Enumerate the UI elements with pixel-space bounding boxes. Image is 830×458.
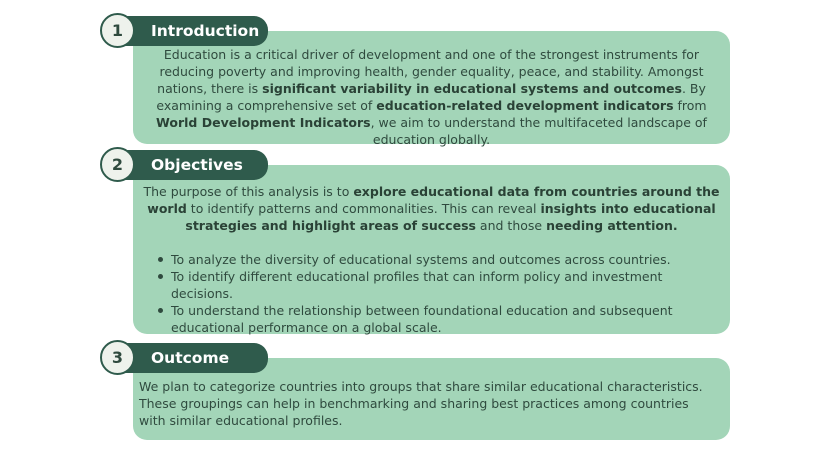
text-span: The purpose of this analysis is to (143, 184, 354, 199)
bold-text: World Development Indicators (156, 115, 371, 130)
section-title-outcome: Outcome (120, 343, 268, 373)
text-span: Education is a critical driver of develo… (157, 47, 704, 96)
introduction-text: Education is a critical driver of develo… (143, 46, 720, 148)
list-item: To understand the relationship between f… (158, 302, 720, 336)
text-span: from (673, 98, 707, 113)
section-number-badge: 1 (100, 13, 135, 48)
list-item: To analyze the diversity of educational … (158, 251, 720, 268)
text-span: . By examining a comprehensive set of (156, 81, 706, 113)
bold-text: needing attention. (546, 218, 678, 233)
bold-text: significant variability in educational s… (262, 81, 682, 96)
objectives-card: The purpose of this analysis is to explo… (133, 165, 730, 336)
section-title-introduction: Introduction (120, 16, 268, 46)
objectives-text: The purpose of this analysis is to explo… (143, 183, 720, 234)
bold-text: education-related development indicators (376, 98, 674, 113)
bold-text: insights into educational strategies and… (185, 201, 716, 233)
outcome-card: We plan to categorize countries into gro… (133, 358, 730, 440)
text-span: , we aim to understand the multifaceted … (370, 115, 707, 147)
bold-text: explore educational data from countries … (147, 184, 720, 216)
introduction-card: Education is a critical driver of develo… (133, 31, 730, 147)
list-item: To identify different educational profil… (158, 268, 720, 302)
text-span: and those (475, 218, 547, 233)
text-span: to identify patterns and commonalities. … (186, 201, 541, 216)
outcome-text: We plan to categorize countries into gro… (139, 379, 703, 428)
objectives-list: To analyze the diversity of educational … (143, 251, 720, 336)
section-number-badge: 2 (100, 147, 135, 182)
section-title-objectives: Objectives (120, 150, 268, 180)
section-number-badge: 3 (100, 340, 135, 375)
